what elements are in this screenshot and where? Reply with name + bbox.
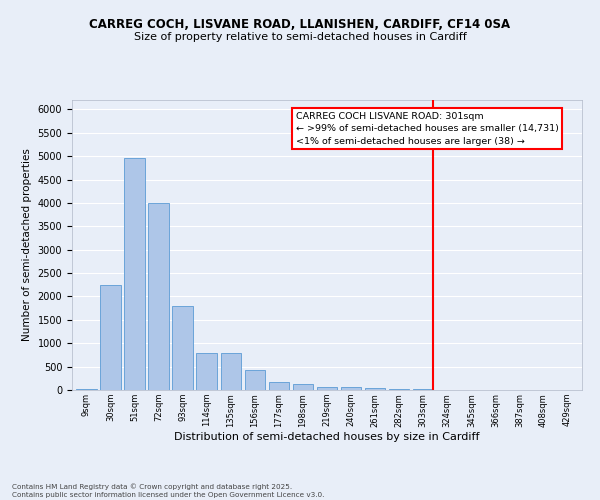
Bar xyxy=(389,388,409,390)
Text: Size of property relative to semi-detached houses in Cardiff: Size of property relative to semi-detach… xyxy=(134,32,466,42)
Y-axis label: Number of semi-detached properties: Number of semi-detached properties xyxy=(22,148,32,342)
Bar xyxy=(196,352,217,390)
Bar xyxy=(76,388,97,390)
Bar xyxy=(269,382,289,390)
Bar xyxy=(413,389,433,390)
Bar xyxy=(124,158,145,390)
Bar xyxy=(221,352,241,390)
Bar xyxy=(317,386,337,390)
Bar xyxy=(341,387,361,390)
Bar xyxy=(172,306,193,390)
Text: CARREG COCH, LISVANE ROAD, LLANISHEN, CARDIFF, CF14 0SA: CARREG COCH, LISVANE ROAD, LLANISHEN, CA… xyxy=(89,18,511,30)
Bar xyxy=(245,370,265,390)
Text: CARREG COCH LISVANE ROAD: 301sqm
← >99% of semi-detached houses are smaller (14,: CARREG COCH LISVANE ROAD: 301sqm ← >99% … xyxy=(296,112,559,146)
Text: Contains HM Land Registry data © Crown copyright and database right 2025.
Contai: Contains HM Land Registry data © Crown c… xyxy=(12,484,325,498)
Bar xyxy=(100,285,121,390)
Bar xyxy=(148,203,169,390)
Bar xyxy=(293,384,313,390)
Bar xyxy=(365,388,385,390)
X-axis label: Distribution of semi-detached houses by size in Cardiff: Distribution of semi-detached houses by … xyxy=(174,432,480,442)
